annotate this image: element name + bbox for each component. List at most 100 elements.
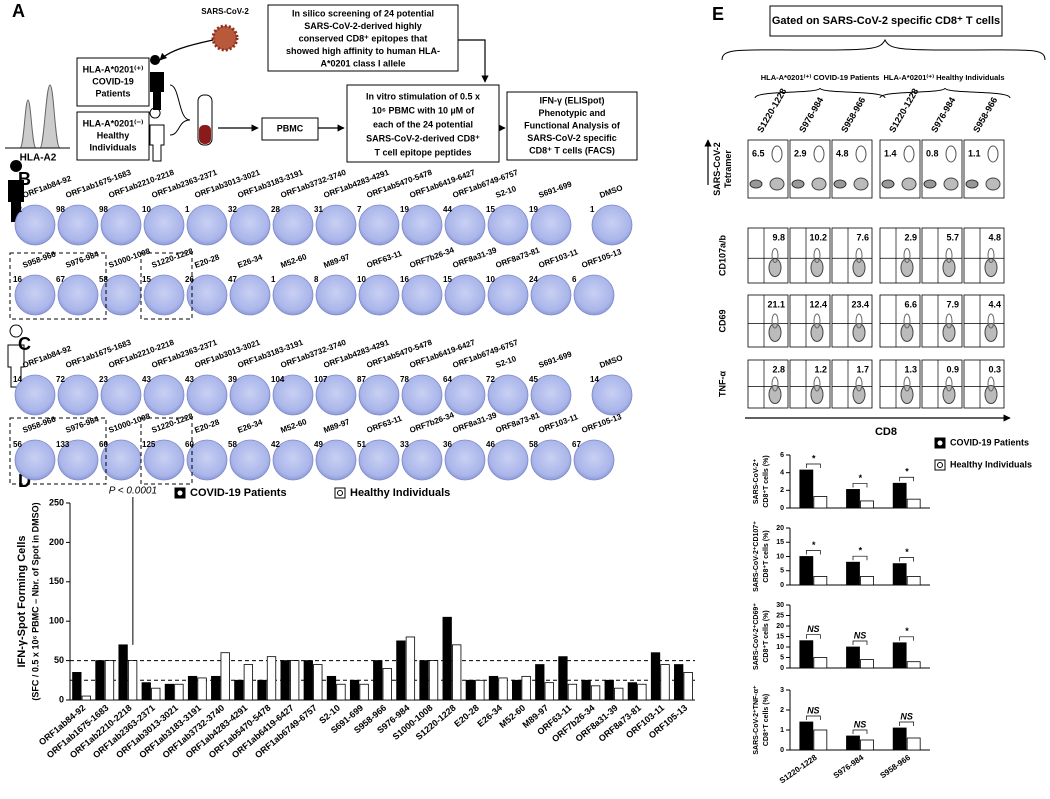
contour: [965, 179, 979, 189]
well-count: 87: [357, 375, 366, 384]
bar: [174, 683, 184, 701]
histogram-icon: [8, 84, 68, 149]
well-count: 32: [228, 205, 237, 214]
box-text: Phenotypic and: [538, 108, 605, 118]
well: [401, 204, 443, 246]
flow-plot: [921, 227, 963, 284]
row-label: Tetramer: [723, 150, 733, 188]
bar: [860, 659, 874, 669]
annotation: P < 0.0001: [109, 486, 157, 497]
y-tick-label: 50: [54, 655, 64, 665]
well: [401, 439, 443, 481]
box-text: In silico screening of 24 potential: [292, 8, 434, 18]
well: [143, 439, 185, 481]
bar: [860, 739, 874, 751]
gate-value: 0.9: [946, 364, 959, 374]
gate-value: 0.8: [926, 148, 939, 158]
contour: [984, 385, 998, 405]
contour: [771, 313, 779, 329]
flow-plot: [789, 359, 831, 409]
bar: [860, 576, 874, 586]
bar: [428, 660, 439, 701]
well-count: 19: [529, 205, 538, 214]
significance: *: [905, 547, 909, 557]
contour: [900, 322, 914, 342]
bar: [211, 675, 221, 701]
well-count: 16: [13, 275, 22, 284]
well: [229, 274, 271, 316]
well-count: 14: [13, 375, 22, 384]
box-text: SARS-CoV-2 specific: [527, 133, 617, 143]
y-tick-label: 5: [780, 568, 784, 575]
y-tick-label: 150: [49, 576, 64, 586]
flow-plot: [921, 294, 963, 348]
legend-label: COVID-19 Patients: [190, 487, 287, 499]
well: [573, 274, 615, 316]
peptide-label: S691-699: [537, 349, 573, 370]
y-axis-label: CD8⁺T cells (%): [763, 455, 770, 507]
well: [14, 274, 56, 316]
x-axis-label: CD8: [875, 426, 897, 438]
bracket: [899, 721, 915, 726]
highlight-box: [9, 252, 107, 320]
box-text: COVID-19: [92, 76, 134, 86]
significance: *: [812, 540, 816, 550]
box-text: A*0201 class I allele: [320, 58, 405, 68]
bar: [396, 640, 406, 701]
y-tick-label: 30: [776, 602, 784, 609]
virus-label: SARS-CoV-2: [201, 7, 249, 16]
peptide-label: E26-34: [236, 417, 264, 434]
contour: [833, 179, 847, 189]
bracket: [899, 476, 915, 482]
bar: [405, 636, 416, 701]
peptide-label: E20-28: [193, 417, 221, 434]
contour: [768, 322, 782, 342]
well-count: 58: [99, 275, 108, 284]
x-tick-label: S1220-1228: [778, 753, 819, 786]
person-icon: [149, 107, 165, 162]
y-axis-label: CD8⁺T cells (%): [763, 610, 770, 662]
well-count: 67: [56, 275, 65, 284]
header: Gated on SARS-CoV-2 specific CD8⁺ T cell…: [772, 15, 1000, 27]
well: [186, 204, 228, 246]
well-count: 125: [142, 440, 156, 449]
well-count: 98: [56, 205, 65, 214]
contour: [987, 145, 999, 163]
gate-value: 6.6: [904, 299, 917, 309]
bracket: [852, 729, 868, 734]
well-count: 6: [572, 275, 577, 284]
contour: [855, 248, 863, 263]
contour: [855, 145, 867, 163]
row-label: CD69: [717, 309, 727, 332]
contour: [852, 322, 866, 342]
y-tick-label: 20: [776, 623, 784, 630]
bar: [860, 500, 874, 509]
bracket: [805, 715, 821, 720]
well: [14, 439, 56, 481]
bar: [544, 682, 554, 701]
contour: [942, 258, 956, 278]
gate-value: 21.1: [767, 299, 785, 309]
peptide-label: M52-60: [279, 417, 308, 435]
contour: [987, 376, 995, 392]
bar: [382, 668, 392, 701]
bar: [81, 695, 91, 701]
well: [401, 374, 443, 416]
contour: [768, 385, 782, 405]
flow-plot: [879, 359, 921, 409]
contour: [768, 258, 782, 278]
peptide-label: ORF63-11: [365, 414, 403, 435]
highlight-box: [9, 417, 107, 485]
bracket: [852, 640, 868, 645]
panel-label: B: [18, 169, 31, 189]
bar: [799, 640, 814, 669]
arrow: [458, 39, 489, 83]
panel-label: A: [12, 1, 25, 21]
well-count: 14: [590, 375, 599, 384]
well-count: 72: [486, 375, 495, 384]
peptide-label: ORF8a31-39: [451, 245, 498, 269]
contour: [810, 385, 824, 405]
flow-plot: [747, 227, 789, 284]
well: [229, 374, 271, 416]
legend-label: Healthy Individuals: [950, 459, 1032, 469]
